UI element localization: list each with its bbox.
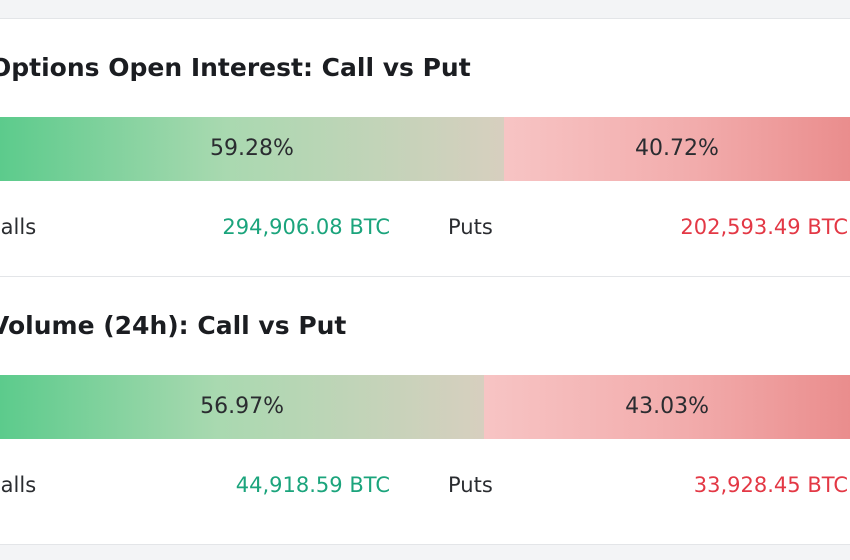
- ratio-bar: 56.97% 43.03%: [0, 375, 850, 439]
- panel-title: Volume (24h): Call vs Put: [0, 311, 347, 340]
- put-percent: 43.03%: [625, 394, 710, 419]
- put-percent: 40.72%: [634, 136, 719, 161]
- puts-amount: 202,593.49 BTC: [680, 215, 848, 239]
- calls-amount: 294,906.08 BTC: [222, 215, 390, 239]
- call-segment: [0, 117, 504, 181]
- calls-label: Calls: [0, 215, 37, 239]
- puts-label: Puts: [448, 473, 493, 497]
- call-segment: [0, 375, 485, 439]
- panel: Options Open Interest: Call vs Put 59.28%…: [0, 18, 850, 277]
- calls-amount: 44,918.59 BTC: [235, 473, 390, 497]
- ratio-bar: 59.28% 40.72%: [0, 117, 850, 181]
- call-percent: 59.28%: [209, 136, 294, 161]
- put-segment: [503, 117, 850, 181]
- panel-title: Options Open Interest: Call vs Put: [0, 53, 471, 82]
- put-segment: [484, 375, 850, 439]
- calls-label: Calls: [0, 473, 37, 497]
- call-percent: 56.97%: [200, 394, 285, 419]
- panel: Volume (24h): Call vs Put 56.97% 43.03% Cal…: [0, 276, 850, 545]
- puts-label: Puts: [448, 215, 493, 239]
- puts-amount: 33,928.45 BTC: [693, 473, 848, 497]
